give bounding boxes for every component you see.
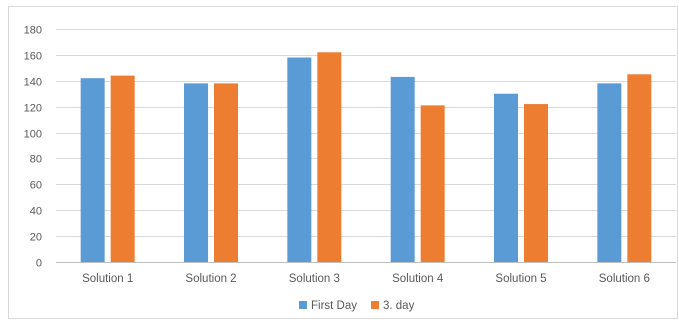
bar-first-day-6: [597, 83, 622, 262]
x-category-label: Solution 1: [82, 273, 133, 285]
gridlines: [56, 29, 676, 263]
y-tick-label: 160: [24, 51, 42, 63]
y-tick-label: 20: [30, 232, 42, 244]
x-category-label: Solution 5: [495, 273, 546, 285]
y-tick-label: 120: [24, 103, 42, 115]
bar-first-day-2: [184, 83, 208, 262]
x-category-label: Solution 6: [599, 273, 650, 285]
y-tick-label: 180: [24, 25, 42, 37]
bar-third-day-4: [420, 105, 445, 262]
y-tick-label: 60: [30, 180, 42, 192]
bar-first-day-3: [287, 57, 312, 262]
legend-label: 3. day: [383, 300, 415, 312]
x-category-label: Solution 2: [185, 273, 236, 285]
legend-swatch: [371, 301, 379, 309]
bars: [80, 52, 652, 263]
bar-third-day-1: [110, 75, 135, 262]
bar-third-day-3: [317, 52, 342, 262]
x-category-label: Solution 3: [289, 273, 340, 285]
bar-first-day-1: [80, 78, 105, 262]
bar-first-day-5: [494, 93, 518, 262]
bar-third-day-5: [524, 104, 548, 262]
y-tick-label: 0: [36, 258, 42, 270]
y-tick-label: 40: [30, 206, 42, 218]
bar-third-day-6: [627, 74, 652, 262]
y-axis-tick-labels: 0 20 40 60 80 100 120 140 160 180: [24, 25, 42, 270]
legend: First Day 3. day: [299, 300, 415, 312]
x-category-label: Solution 4: [392, 273, 444, 285]
y-tick-label: 100: [24, 129, 42, 141]
bar-third-day-2: [214, 83, 238, 262]
y-tick-label: 140: [24, 77, 42, 89]
x-axis-category-labels: Solution 1 Solution 2 Solution 3 Solution 4…: [82, 273, 650, 285]
legend-swatch: [299, 301, 307, 309]
y-tick-label: 80: [30, 154, 42, 166]
bar-first-day-4: [390, 76, 415, 263]
legend-label: First Day: [311, 300, 357, 312]
